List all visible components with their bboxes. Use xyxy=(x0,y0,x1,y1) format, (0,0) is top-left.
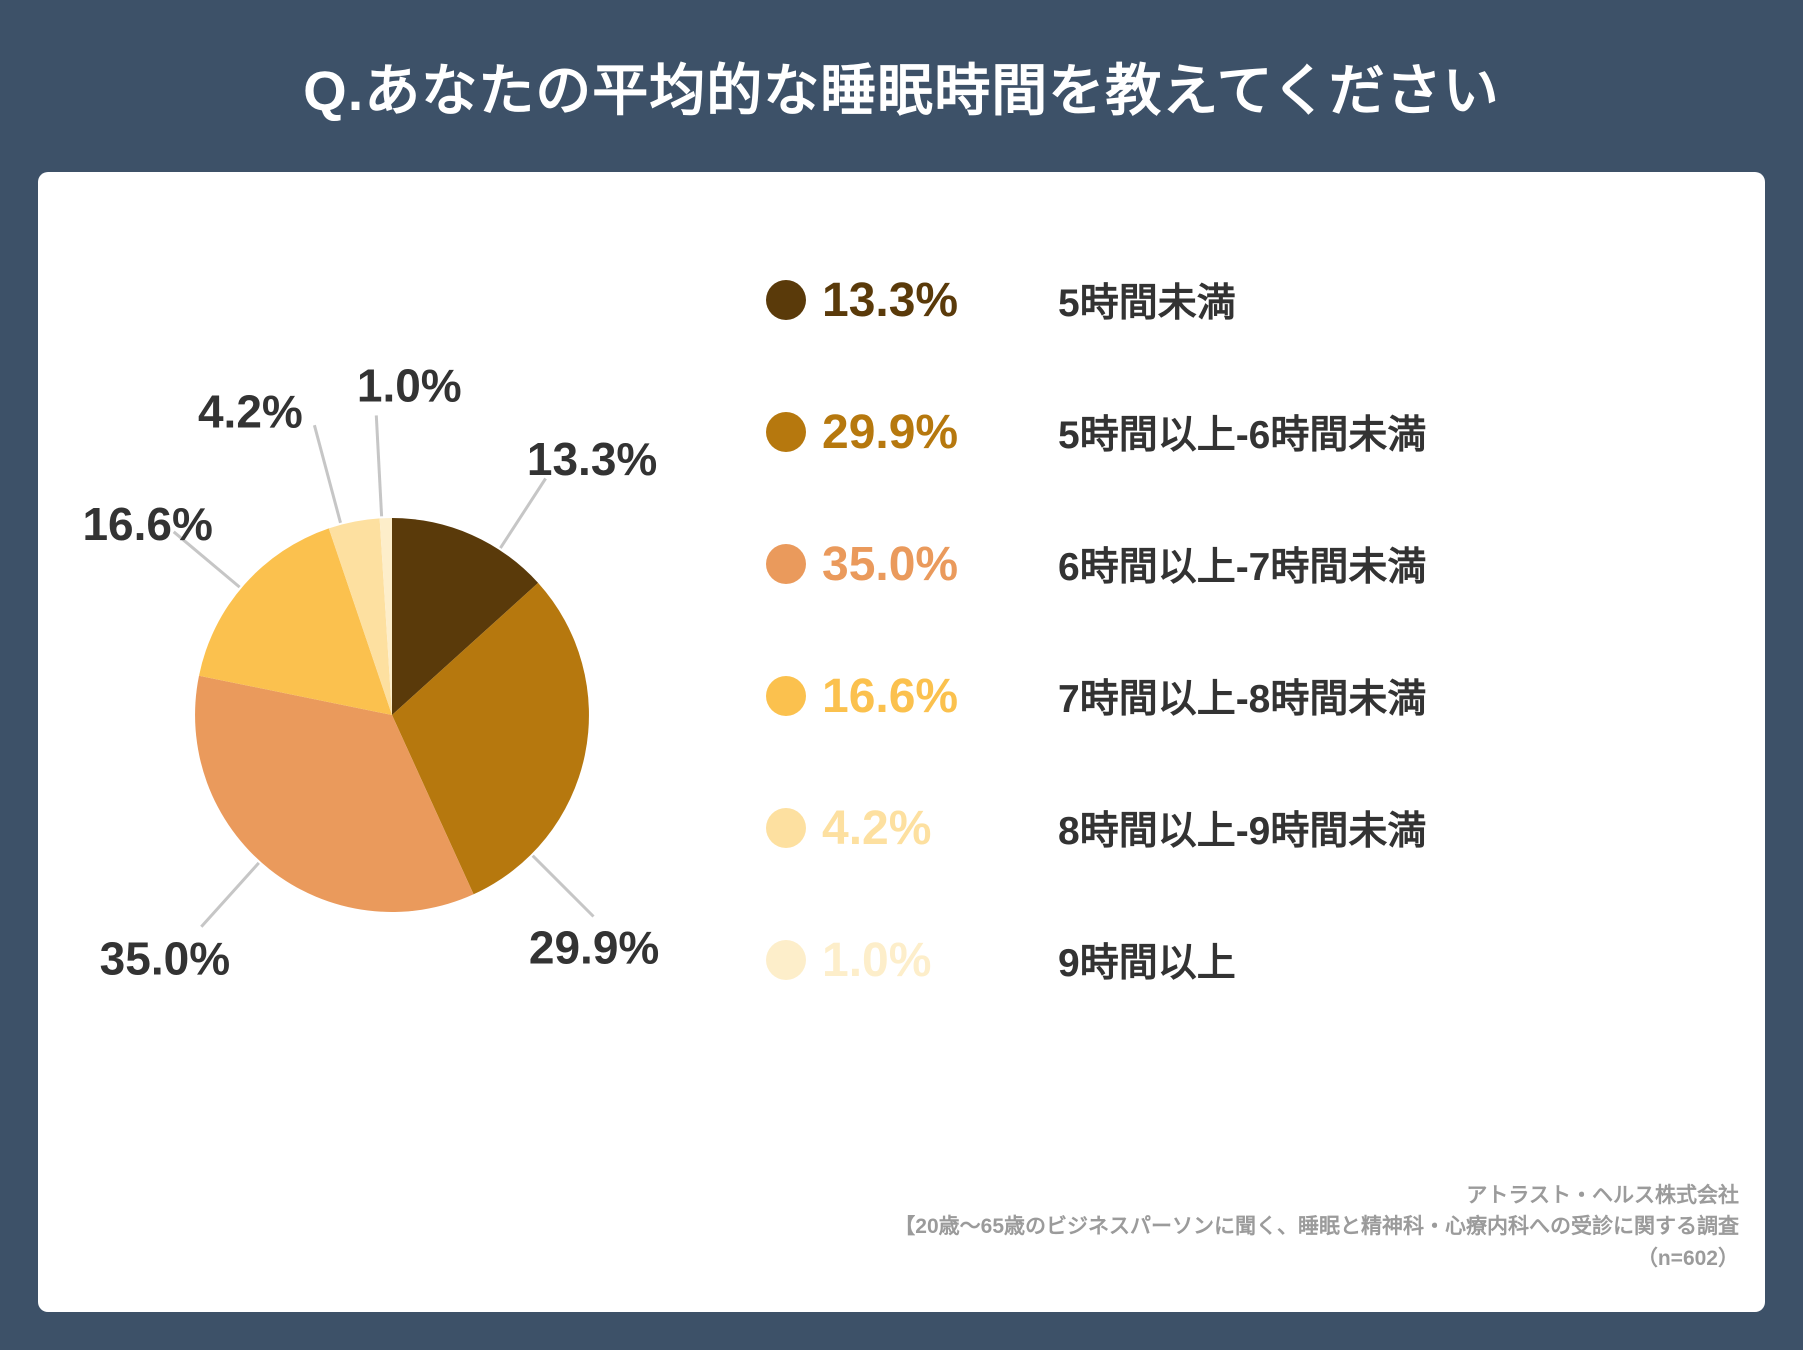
legend-row: 1.0% 9時間以上 xyxy=(766,932,1426,987)
legend: 13.3% 5時間未満 29.9% 5時間以上-6時間未満 35.0% 6時間以上-7時間… xyxy=(766,272,1426,987)
leader-line-5 xyxy=(374,415,384,517)
legend-category: 6時間以上-7時間未満 xyxy=(1058,546,1427,589)
leader-line-1 xyxy=(531,854,595,918)
source-note: アトラスト・ヘルス株式会社 【20歳～65歳のビジネスパーソンに聞く、睡眠と精神… xyxy=(894,1180,1739,1275)
legend-category: 8時間以上-9時間未満 xyxy=(1058,810,1427,853)
pie-slice-3 xyxy=(199,528,392,715)
legend-category: 7時間以上-8時間未満 xyxy=(1058,678,1427,721)
legend-dot-icon xyxy=(766,808,806,848)
chart-title: Q.あなたの平均的な睡眠時間を教えてください xyxy=(303,58,1500,122)
legend-percent: 16.6% xyxy=(822,669,959,723)
legend-percent: 29.9% xyxy=(822,405,959,459)
legend-category: 9時間以上 xyxy=(1058,942,1236,985)
legend-row: 13.3% 5時間未満 xyxy=(766,272,1426,327)
pie-value-label-3: 16.6% xyxy=(82,498,212,550)
leader-line-3 xyxy=(172,530,241,589)
legend-dot-icon xyxy=(766,676,806,716)
legend-row: 16.6% 7時間以上-8時間未満 xyxy=(766,668,1426,723)
legend-percent: 1.0% xyxy=(822,933,932,987)
leader-line-2 xyxy=(200,861,260,928)
pie-value-label-0: 13.3% xyxy=(527,433,657,485)
pie-slice-1 xyxy=(392,582,589,895)
pie-slice-4 xyxy=(328,518,392,715)
leader-line-4 xyxy=(312,424,342,524)
title-bar: Q.あなたの平均的な睡眠時間を教えてください xyxy=(0,0,1803,172)
chart-card: 13.3% 29.9% 35.0% 16.6% 4.2% 1.0% 13.3% 5時間未満 2… xyxy=(38,172,1765,1312)
legend-dot-icon xyxy=(766,412,806,452)
pie-slice-0 xyxy=(392,518,539,715)
pie-chart: 13.3% 29.9% 35.0% 16.6% 4.2% 1.0% xyxy=(82,360,659,985)
legend-row: 35.0% 6時間以上-7時間未満 xyxy=(766,536,1426,591)
legend-row: 29.9% 5時間以上-6時間未満 xyxy=(766,404,1426,459)
pie-slice-5 xyxy=(379,518,392,715)
source-sample-size: （n=602） xyxy=(1636,1246,1739,1270)
pie-value-label-4: 4.2% xyxy=(198,385,303,437)
legend-dot-icon xyxy=(766,544,806,584)
pie-value-label-5: 1.0% xyxy=(357,360,462,412)
source-company: アトラスト・ヘルス株式会社 xyxy=(1466,1183,1739,1207)
leader-line-0 xyxy=(499,477,547,549)
legend-category: 5時間以上-6時間未満 xyxy=(1058,414,1427,457)
source-survey: 【20歳～65歳のビジネスパーソンに聞く、睡眠と精神科・心療内科への受診に関する… xyxy=(894,1215,1739,1238)
pie-value-label-1: 29.9% xyxy=(529,922,659,974)
legend-dot-icon xyxy=(766,280,806,320)
legend-percent: 13.3% xyxy=(822,273,959,327)
pie-slice-2 xyxy=(195,675,474,912)
legend-row: 4.2% 8時間以上-9時間未満 xyxy=(766,800,1426,855)
legend-percent: 4.2% xyxy=(822,801,932,855)
legend-category: 5時間未満 xyxy=(1058,282,1236,325)
pie-value-label-2: 35.0% xyxy=(100,933,230,985)
legend-percent: 35.0% xyxy=(822,537,959,591)
legend-dot-icon xyxy=(766,940,806,980)
